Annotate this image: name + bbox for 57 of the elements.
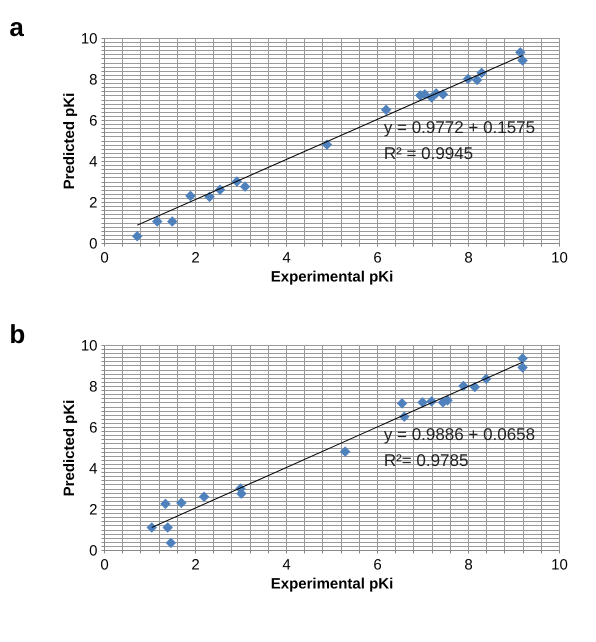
point [160, 498, 171, 510]
x-tick-label: 10 [551, 250, 568, 266]
point [162, 522, 173, 533]
y-tick-label: 4 [89, 154, 98, 170]
x-axis-title: Experimental pKi [270, 268, 394, 286]
annotation: y = 0.9886 + 0.0658 [384, 425, 536, 444]
point [515, 47, 526, 58]
y-tick-label: 6 [89, 112, 98, 130]
point [517, 353, 528, 364]
x-tick-label: 2 [191, 556, 200, 574]
point [380, 104, 392, 115]
point [132, 230, 142, 242]
point [517, 362, 528, 373]
y-tick-label: 8 [89, 378, 98, 396]
point [185, 190, 196, 202]
y-axis-title: Predicted pKi [60, 400, 78, 496]
point [517, 55, 528, 66]
y-tick-label: 2 [89, 194, 98, 212]
y-tick-label: 0 [89, 236, 98, 252]
point [240, 181, 250, 192]
chart-title: a [9, 12, 24, 42]
x-tick-label: 10 [551, 556, 568, 574]
point [438, 89, 448, 100]
x-tick-label: 8 [464, 556, 473, 574]
point [417, 397, 428, 408]
x-tick-label: 6 [373, 250, 382, 266]
x-tick-label: 0 [100, 250, 109, 266]
x-tick-label: 8 [464, 250, 473, 266]
y-axis-title: Predicted pKi [60, 92, 78, 190]
x-tick-label: 2 [191, 250, 200, 266]
y-tick-label: 6 [89, 420, 98, 436]
y-tick-label: 4 [89, 460, 98, 478]
point [152, 216, 162, 227]
y-tick-label: 0 [89, 542, 98, 560]
x-tick-label: 4 [282, 556, 291, 574]
x-axis-title: Experimental pKi [270, 576, 394, 592]
point [146, 522, 158, 533]
x-tick-label: 6 [373, 556, 382, 574]
chart-title: b [9, 319, 26, 349]
point [167, 216, 178, 227]
point [472, 74, 482, 86]
x-tick-label: 4 [282, 250, 291, 266]
y-tick-label: 2 [89, 502, 98, 518]
annotation: y = 0.9772 + 0.1575 [384, 118, 536, 138]
point [340, 446, 350, 457]
x-tick-label: 0 [100, 556, 109, 574]
y-tick-label: 8 [89, 72, 98, 88]
point [470, 382, 480, 392]
point [166, 538, 176, 548]
point [396, 398, 408, 409]
annotation: R² = 0.9945 [384, 144, 474, 164]
point [198, 491, 210, 502]
point [176, 498, 187, 508]
point [204, 192, 215, 202]
annotation: R²= 0.9785 [384, 451, 468, 470]
y-tick-label: 10 [80, 338, 98, 354]
y-tick-label: 10 [80, 30, 98, 48]
